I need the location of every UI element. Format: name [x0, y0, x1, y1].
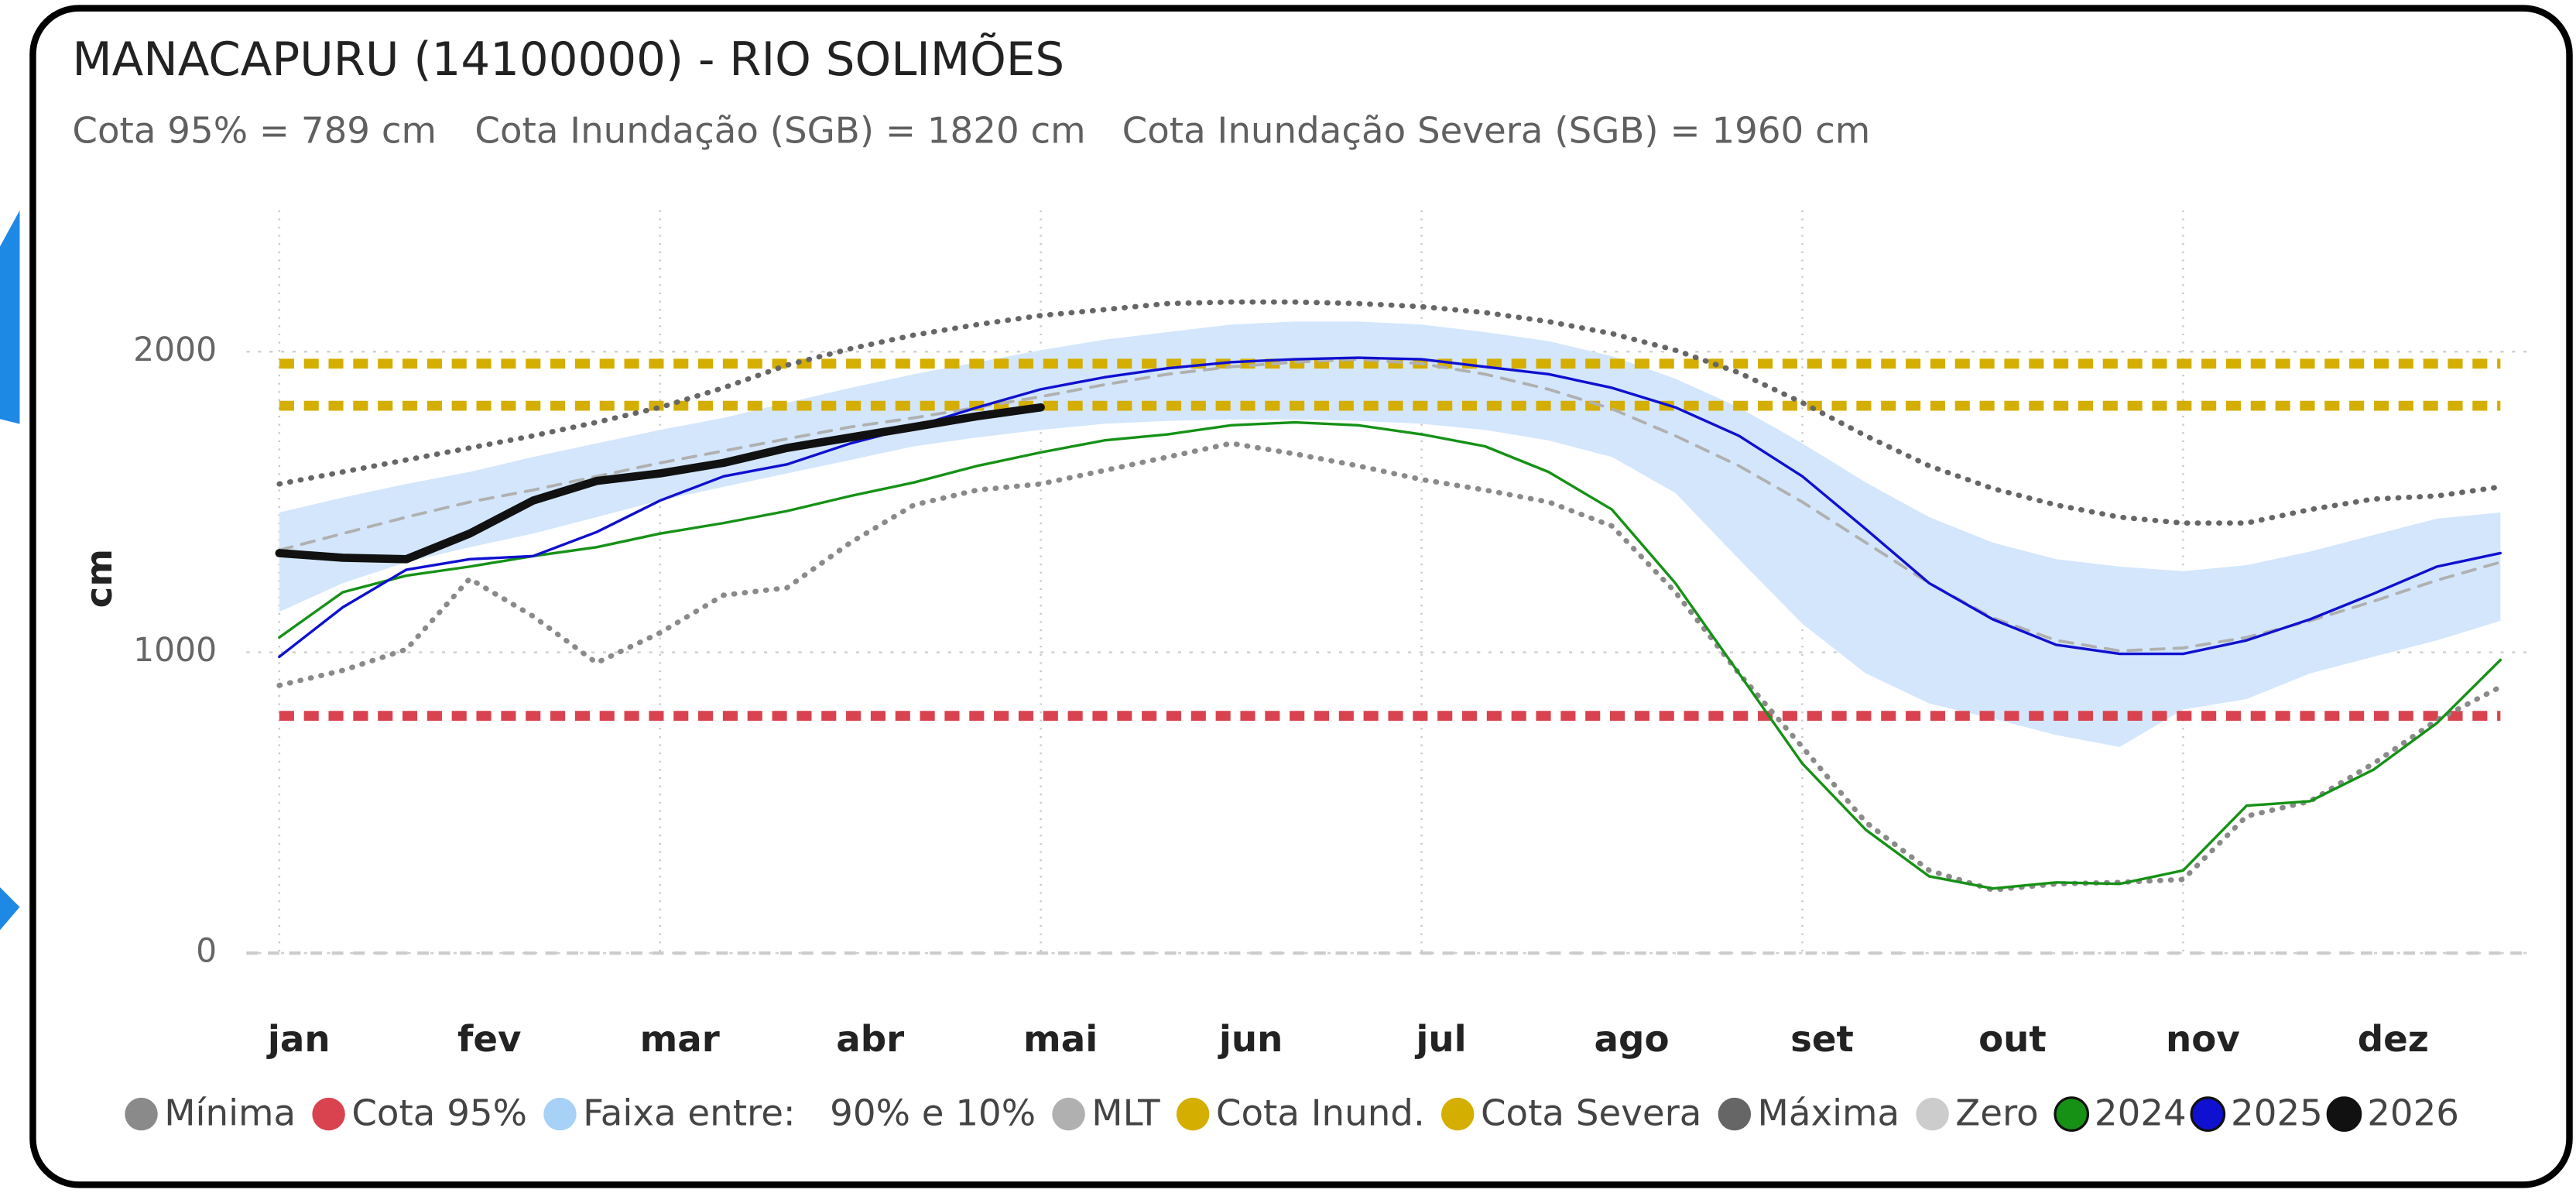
legend-marker [312, 1097, 345, 1131]
subtitle: Cota Inundação Severa (SGB) = 1960 cm [1122, 110, 1871, 152]
legend-marker [2190, 1096, 2226, 1132]
series-line [275, 403, 1045, 564]
x-tick-label: dez [2358, 1019, 2429, 1061]
y-axis-label: cm [79, 549, 121, 608]
series-line [278, 420, 2502, 890]
legend-marker [2054, 1096, 2090, 1132]
x-tick-label: mai [1023, 1019, 1098, 1061]
x-tick-label: jul [1414, 1019, 1466, 1061]
legend-marker [1441, 1097, 1475, 1131]
chart-title: MANACAPURU (14100000) - RIO SOLIMÕES [72, 33, 1064, 87]
x-tick-label: fev [457, 1019, 521, 1061]
legend-marker [1176, 1097, 1210, 1131]
x-tick-label: abr [836, 1019, 904, 1061]
y-tick-label: 2000 [133, 331, 217, 369]
legend-label: Cota Severa [1481, 1093, 1701, 1135]
legend-label: 2026 [2367, 1093, 2459, 1135]
x-tick-label: ago [1595, 1019, 1670, 1061]
y-tick-label: 1000 [133, 632, 217, 670]
legend-marker [543, 1097, 577, 1131]
x-tick-label: set [1790, 1019, 1854, 1061]
legend-marker [1718, 1097, 1752, 1131]
legend-label: Cota 95% [351, 1093, 527, 1135]
legend-marker [1052, 1097, 1085, 1131]
band-area [279, 321, 2501, 747]
legend-marker [125, 1097, 158, 1131]
left-decoration [0, 887, 20, 931]
x-tick-label: nov [2166, 1019, 2240, 1061]
legend-label: Zero [1955, 1093, 2038, 1135]
legend-label: MLT [1091, 1093, 1160, 1135]
x-tick-label: mar [640, 1019, 720, 1061]
legend-label: Cota Inund. [1216, 1093, 1425, 1135]
series-line [277, 358, 2502, 653]
subtitle: Cota Inundação (SGB) = 1820 cm [474, 110, 1085, 152]
legend-label: Faixa entre: 90% e 10% [583, 1093, 1036, 1135]
subtitle: Cota 95% = 789 cm [72, 110, 437, 152]
card-frame [29, 5, 2573, 1188]
y-tick-label: 0 [196, 933, 217, 971]
x-tick-label: jan [266, 1019, 331, 1061]
left-decoration [0, 210, 20, 424]
series-line [278, 356, 2502, 659]
legend-label: Máxima [1758, 1093, 1900, 1135]
legend-marker [1916, 1097, 1949, 1131]
legend-label: 2025 [2231, 1093, 2323, 1135]
series-line [276, 299, 2503, 526]
x-tick-label: jun [1218, 1019, 1283, 1061]
legend-marker [2326, 1096, 2362, 1132]
x-tick-label: out [1978, 1019, 2047, 1061]
legend-label: 2024 [2095, 1093, 2187, 1135]
legend-label: Mínima [164, 1093, 296, 1135]
